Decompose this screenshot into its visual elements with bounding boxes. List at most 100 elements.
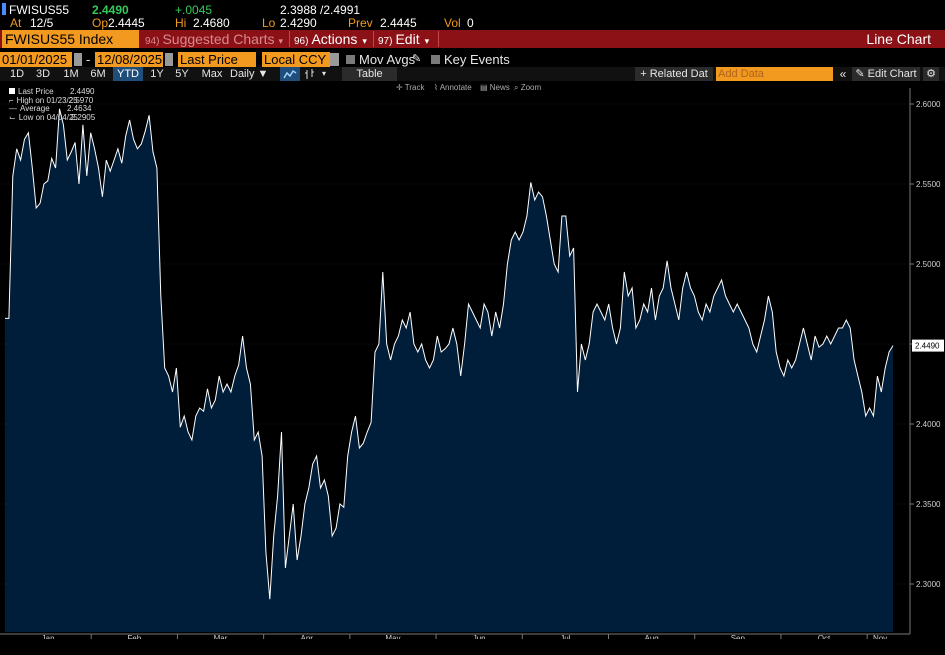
quote-bar: FWISUS55 2.4490 +.0045 2.3988 /2.4991 At… (0, 0, 945, 30)
frequency-label: Daily (230, 68, 255, 80)
x-tick-label: Oct (818, 634, 831, 639)
price-area (5, 108, 893, 633)
net-change: +.0045 (175, 3, 213, 17)
end-date-field[interactable]: 12/08/2025 (95, 52, 163, 67)
start-date-field[interactable]: 01/01/2025 (0, 52, 72, 67)
period-3d[interactable]: 3D (35, 68, 51, 80)
related-data-button[interactable]: + Related Dat (635, 67, 713, 81)
zoom-tool[interactable]: ⌕ Zoom (514, 83, 541, 93)
edit-number: 97) (378, 36, 393, 47)
suggested-charts-label: Suggested Charts (162, 31, 275, 47)
period-1d[interactable]: 1D (9, 68, 25, 80)
end-date-calendar-icon[interactable] (165, 53, 173, 66)
period-ytd[interactable]: YTD (113, 67, 143, 81)
prev-label: Prev (348, 16, 373, 30)
edit-chart-button[interactable]: ✎ Edit Chart (852, 67, 920, 81)
x-tick-label: Jul (560, 634, 570, 639)
period-1m[interactable]: 1M (63, 68, 79, 80)
low-value: 2.4290 (280, 16, 317, 30)
average-marker-icon: — (9, 104, 17, 113)
annotate-tool[interactable]: ⌇ Annotate (434, 83, 472, 92)
add-data-input[interactable]: Add Data (716, 67, 833, 81)
y-tick-label: 2.5500 (916, 180, 941, 189)
at-label: At (10, 16, 22, 30)
edit-caret-icon: ▾ (424, 36, 430, 46)
y-tick-label: 2.5000 (916, 260, 941, 269)
last-value-label: 2.4490 (915, 342, 940, 351)
table-button[interactable]: Table (342, 67, 397, 81)
start-date-calendar-icon[interactable] (74, 53, 82, 66)
news-label: News (489, 83, 510, 92)
ticker: FWISUS55 (9, 3, 70, 17)
legend-average: Average (20, 104, 50, 113)
gear-icon[interactable]: ⚙ (923, 67, 939, 81)
low-marker-icon: ⌙ (9, 112, 16, 122)
at-value: 12/5 (30, 16, 54, 30)
security-field[interactable]: FWISUS55 Index (2, 30, 139, 48)
zoom-label: Zoom (520, 83, 542, 92)
volume-value: 0 (467, 16, 474, 30)
y-tick-label: 2.6000 (916, 100, 941, 109)
legend-last-price-value: 2.4490 (70, 87, 95, 96)
high-marker-icon: ⌐ (9, 95, 14, 105)
y-tick-label: 2.4000 (916, 420, 941, 429)
news-icon: ▤ (480, 83, 490, 92)
period-max[interactable]: Max (201, 68, 223, 80)
actions-menu[interactable]: 96) Actions ▾ (294, 30, 367, 48)
crosshair-icon: ✛ (396, 83, 405, 92)
line-chart-icon[interactable] (280, 67, 300, 81)
chart-legend: Last Price 2.4490 ⌐ High on 01/23/252.5970… (9, 87, 95, 122)
edit-label: Edit (395, 31, 420, 47)
magnifier-icon: ⌕ (514, 83, 521, 92)
price-field-select[interactable]: Last Price (178, 52, 256, 67)
track-label: Track (404, 83, 425, 92)
legend-low: Low on 04/04/25 (18, 112, 78, 122)
mov-avgs-label[interactable]: Mov Avgs (359, 52, 416, 67)
x-tick-label: Nov (873, 634, 887, 639)
legend-last-price: Last Price (18, 87, 54, 96)
currency-select[interactable]: Local CCY (262, 52, 330, 67)
news-tool[interactable]: ▤ News (480, 83, 510, 92)
annotate-label: Annotate (439, 83, 472, 92)
ticker-marker (2, 3, 6, 15)
mov-avgs-pencil-icon[interactable]: ✎ (412, 53, 422, 65)
x-tick-label: Jan (42, 634, 55, 639)
key-events-label[interactable]: Key Events (444, 52, 510, 67)
x-tick-label: May (385, 634, 400, 639)
low-label: Lo (262, 16, 276, 30)
open-value: 2.4445 (108, 16, 145, 30)
period-1y[interactable]: 1Y (150, 68, 164, 80)
divider (438, 31, 439, 47)
open-label: Op (92, 16, 109, 30)
frequency-caret-icon: ▼ (257, 68, 269, 80)
actions-caret-icon: ▾ (362, 36, 367, 46)
currency-dropdown-icon[interactable] (330, 53, 339, 66)
legend-average-value: 2.4634 (67, 104, 92, 113)
suggested-charts-number: 94) (145, 36, 160, 47)
y-tick-label: 2.3500 (916, 500, 941, 509)
x-axis: Jan Feb Mar Apr May Jun Jul Aug Sep Oct Nov (0, 633, 910, 639)
annotate-icon: ⌇ (434, 83, 440, 92)
legend-high-value: 2.5970 (68, 95, 94, 105)
period-5y[interactable]: 5Y (175, 68, 189, 80)
frequency-select[interactable]: Daily ▼ (230, 67, 268, 81)
period-6m[interactable]: 6M (90, 68, 106, 80)
key-events-checkbox[interactable] (431, 55, 440, 64)
suggested-charts-menu[interactable]: 94) Suggested Charts ▾ (145, 30, 283, 48)
x-tick-label: Aug (644, 634, 658, 639)
edit-menu[interactable]: 97) Edit ▾ (378, 30, 429, 48)
high-label: Hi (175, 16, 187, 30)
bid-ask: 2.3988 /2.4991 (280, 3, 361, 17)
related-data-label: Related Dat (649, 68, 708, 80)
chart-type-title: Line Chart (866, 31, 931, 47)
last-price-swatch (9, 88, 15, 94)
command-bar (0, 30, 945, 48)
price-chart[interactable]: 2.30002.35002.40002.45002.50002.55002.60… (0, 81, 945, 639)
divider (289, 31, 290, 47)
bar-chart-icon[interactable] (302, 67, 318, 81)
actions-label: Actions (311, 31, 358, 47)
collapse-icon[interactable]: « (839, 67, 847, 81)
mov-avgs-checkbox[interactable] (346, 55, 355, 64)
chart-style-caret-icon[interactable]: ▾ (321, 69, 326, 78)
track-tool[interactable]: ✛ Track (396, 83, 424, 92)
